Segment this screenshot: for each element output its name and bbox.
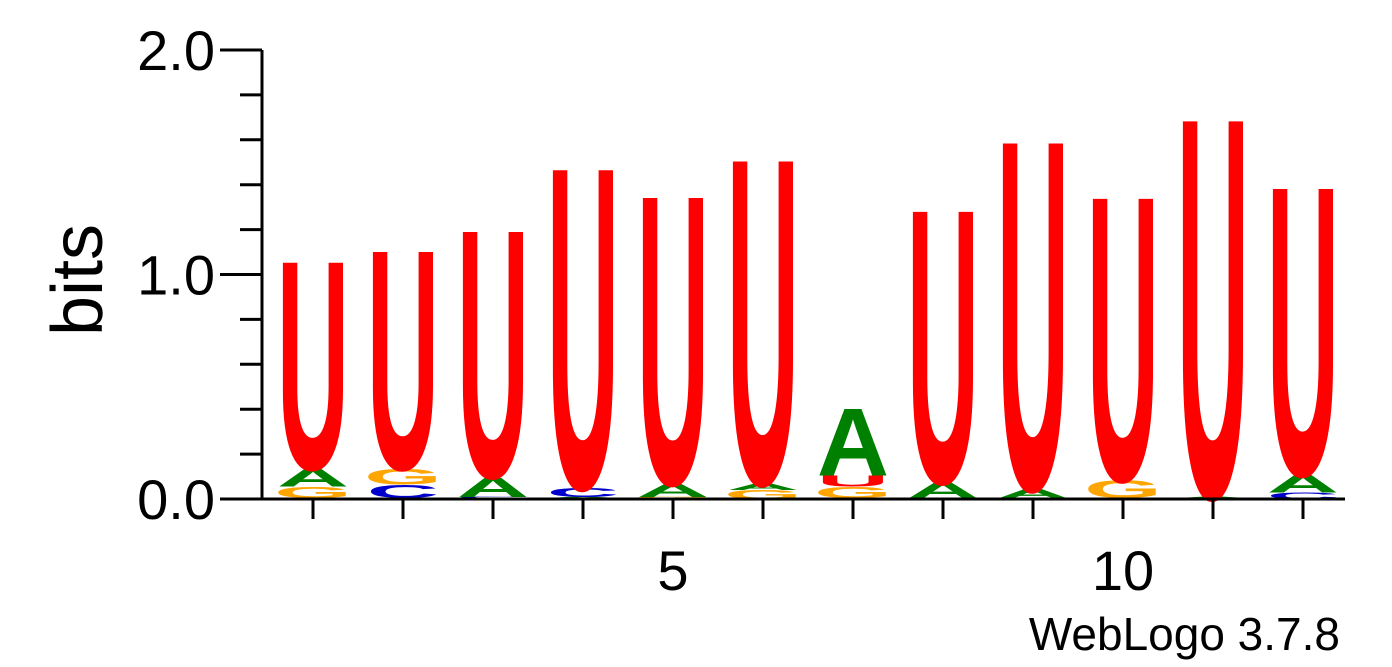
letter-A: A <box>547 496 619 498</box>
letter-A: A <box>277 464 349 492</box>
y-ticks: 0.0 1.0 2.0 <box>137 19 262 531</box>
letter-C: C <box>547 486 619 500</box>
letter-G: G <box>814 484 892 501</box>
letter-C: C <box>367 481 439 502</box>
letter-C: C <box>1267 491 1339 501</box>
letter-A: A <box>817 388 889 496</box>
y-tick-label: 2.0 <box>137 19 215 82</box>
letter-U: U <box>457 157 529 553</box>
position-stack: GAU <box>724 60 802 583</box>
letter-G: G <box>274 484 352 501</box>
x-tick-label: 10 <box>1092 539 1154 602</box>
letter-A: A <box>1177 496 1249 498</box>
y-tick-label: 0.0 <box>137 468 215 531</box>
position-stack: CAU <box>1267 99 1339 562</box>
letter-U: U <box>637 108 709 571</box>
position-stack: GAU <box>1174 4 1252 613</box>
letter-U: U <box>277 199 349 533</box>
position-stack: GCAU <box>454 157 532 553</box>
position-stack: CGAU <box>274 199 352 533</box>
letter-A: A <box>727 482 799 492</box>
x-ticks: 5 10 <box>311 499 1305 602</box>
letter-U: U <box>1087 112 1159 568</box>
footer-text: WebLogo 3.7.8 <box>1029 608 1340 660</box>
position-stack: ACGU <box>364 183 442 536</box>
letter-U: U <box>907 126 979 566</box>
y-axis-label: bits <box>38 224 118 336</box>
letter-A: A <box>637 480 709 501</box>
y-tick-label: 1.0 <box>137 244 215 307</box>
letter-stacks: CGAUACGUGCAUGACUCGAUGAUCGUAGAUGAUCGUGAUC… <box>274 4 1339 613</box>
position-stack: CGAU <box>634 108 712 571</box>
letter-A: A <box>997 487 1069 501</box>
letter-U: U <box>727 60 799 583</box>
letter-A: A <box>1267 470 1339 498</box>
letter-U: U <box>367 183 439 536</box>
x-tick-label: 5 <box>657 539 688 602</box>
letter-U: U <box>817 473 889 490</box>
position-stack: GAU <box>904 126 982 566</box>
letter-G: G <box>364 465 442 489</box>
letter-G: G <box>634 496 712 498</box>
letter-U: U <box>1267 99 1339 562</box>
position-stack: CGU <box>1084 112 1162 568</box>
position-stack: CGUA <box>814 388 892 501</box>
letter-C: C <box>457 496 529 498</box>
letter-U: U <box>1177 4 1249 613</box>
